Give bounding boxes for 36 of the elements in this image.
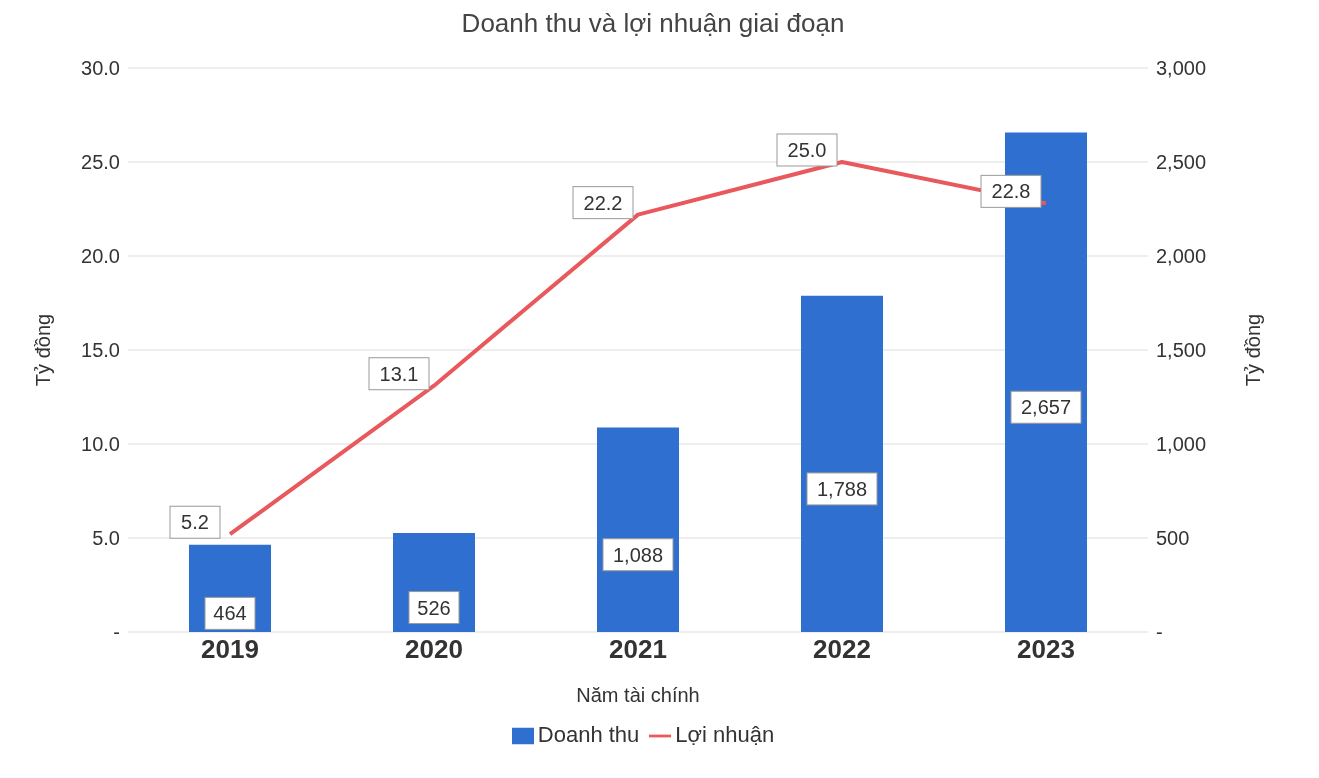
y-tick-label: 20.0 bbox=[81, 245, 120, 268]
legend-label: Lợi nhuận bbox=[675, 722, 775, 747]
bar bbox=[801, 295, 883, 632]
x-tick-label: 2020 bbox=[405, 634, 463, 665]
data-label: 25.0 bbox=[787, 139, 827, 161]
x-tick-label: 2021 bbox=[609, 634, 667, 665]
data-label: 5.2 bbox=[181, 511, 209, 534]
y2-tick-label: 2,500 bbox=[1156, 151, 1207, 174]
y-tick-label: 15.0 bbox=[81, 339, 120, 362]
x-axis-title: Năm tài chính bbox=[576, 684, 700, 706]
y-tick-label: - bbox=[113, 621, 120, 644]
y2-tick-label: 2,000 bbox=[1156, 245, 1207, 268]
y2-tick-label: 1,000 bbox=[1156, 433, 1207, 456]
x-tick-label: 2019 bbox=[201, 634, 259, 665]
y2-tick-label: 3,000 bbox=[1156, 57, 1207, 80]
legend-label: Doanh thu bbox=[537, 722, 640, 747]
y-tick-label: 10.0 bbox=[81, 433, 120, 456]
data-label: 464 bbox=[213, 602, 247, 625]
data-label: 1,788 bbox=[816, 477, 868, 500]
x-tick-label: 2022 bbox=[813, 634, 871, 665]
y-axis-title: Tỷ đồng bbox=[32, 313, 55, 387]
y2-tick-label: 500 bbox=[1156, 527, 1190, 550]
data-label: 1,088 bbox=[612, 543, 664, 566]
data-label: 526 bbox=[417, 596, 451, 619]
data-label: 22.2 bbox=[583, 191, 623, 214]
y2-tick-label: 1,500 bbox=[1156, 339, 1207, 362]
y-tick-label: 5.0 bbox=[92, 527, 120, 550]
data-label: 2,657 bbox=[1020, 396, 1072, 419]
y-tick-label: 25.0 bbox=[81, 151, 120, 174]
x-tick-label: 2023 bbox=[1017, 634, 1075, 665]
y2-axis-title: Tỷ đồng bbox=[1242, 313, 1265, 387]
data-label: 22.8 bbox=[991, 180, 1031, 203]
chart-title: Doanh thu và lợi nhuận giai đoạn bbox=[460, 8, 846, 40]
data-label: 13.1 bbox=[379, 362, 419, 385]
y2-tick-label: - bbox=[1156, 621, 1163, 644]
y-tick-label: 30.0 bbox=[81, 57, 120, 80]
